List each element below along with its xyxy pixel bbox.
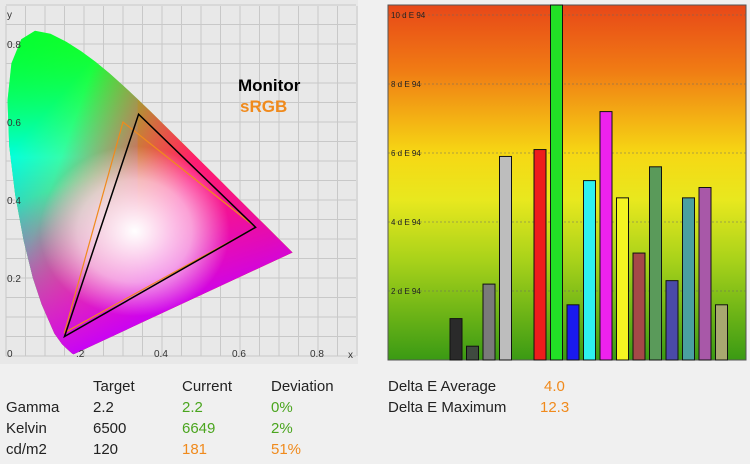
- cie-x-tick-label: .2: [76, 349, 85, 360]
- delta-e-maximum-label: Delta E Maximum: [388, 399, 507, 416]
- bar-grid: 2 d E 94 4 d E 94 6 d E 94 8 d E 94 10 d E 9…: [388, 11, 746, 296]
- luminance-target: 120: [93, 441, 119, 458]
- cie-y-tick-label: 0.8: [7, 40, 21, 51]
- delta-e-bar: [616, 197, 629, 361]
- bar-y-tick-label: 2 d E 94: [391, 287, 421, 296]
- delta-e-maximum-value: 12.3: [540, 399, 570, 416]
- cie-diagram-panel: 0.2 0.4 0.6 0.8 0.2 0.4 0.6 0.8 y x Monitor sRG…: [0, 0, 358, 364]
- monitor-triangle: [63, 112, 257, 339]
- delta-e-bar: [698, 187, 712, 361]
- calibration-table: Target Current Deviation Gamma 2.2 2.2 0…: [0, 376, 380, 464]
- delta-e-bar: [482, 283, 496, 361]
- cie-y-tick-label: 0.6: [7, 118, 21, 129]
- luminance-current: 181: [182, 441, 208, 458]
- delta-e-summary: Delta E Average 4.0 Delta E Maximum 12.3: [386, 376, 750, 426]
- delta-e-bar: [499, 155, 512, 361]
- delta-e-bar: [715, 304, 728, 361]
- bar-series: [449, 4, 728, 361]
- delta-e-bar: [665, 280, 679, 361]
- delta-e-bar: [649, 166, 662, 361]
- header-deviation: Deviation: [271, 378, 334, 395]
- cie-y-axis-label: y: [7, 10, 12, 21]
- row-label-kelvin: Kelvin: [6, 420, 47, 437]
- header-target: Target: [93, 378, 135, 395]
- cie-y-tick-label: 0.4: [7, 196, 21, 207]
- delta-e-average-label: Delta E Average: [388, 378, 497, 395]
- delta-e-bar: [533, 149, 547, 361]
- header-current: Current: [182, 378, 233, 395]
- legend-srgb: sRGB: [240, 97, 287, 116]
- delta-e-average-value: 4.0: [544, 378, 565, 395]
- kelvin-deviation: 2%: [271, 420, 293, 437]
- bar-y-tick-label: 10 d E 94: [391, 11, 426, 20]
- gamma-current: 2.2: [182, 399, 203, 416]
- srgb-triangle: [63, 120, 257, 334]
- cie-x-axis-label: x: [348, 350, 353, 361]
- cie-x-tick-label: 0.4: [154, 349, 168, 360]
- gamma-target: 2.2: [93, 399, 114, 416]
- delta-e-bar: [466, 345, 479, 361]
- row-label-gamma: Gamma: [6, 399, 60, 416]
- delta-e-bar: [583, 180, 596, 361]
- cie-x-tick-label: 0.8: [310, 349, 324, 360]
- cie-x-tick-label: 0: [7, 349, 13, 360]
- luminance-deviation: 51%: [271, 441, 302, 458]
- delta-e-chart-panel: 2 d E 94 4 d E 94 6 d E 94 8 d E 94 10 d E 9…: [386, 0, 750, 364]
- delta-e-bar: [599, 111, 613, 361]
- kelvin-current: 6649: [182, 420, 216, 437]
- delta-e-bar: [632, 252, 646, 361]
- delta-e-bar: [566, 304, 580, 361]
- row-label-luminance: cd/m2: [6, 441, 47, 458]
- bar-y-tick-label: 6 d E 94: [391, 149, 421, 158]
- gamma-deviation: 0%: [271, 399, 293, 416]
- kelvin-target: 6500: [93, 420, 127, 437]
- delta-e-bar: [682, 197, 695, 361]
- cie-x-tick-label: 0.6: [232, 349, 246, 360]
- delta-e-bar: [550, 4, 563, 361]
- delta-e-bar-chart: 2 d E 94 4 d E 94 6 d E 94 8 d E 94 10 d E 9…: [387, 4, 747, 361]
- legend-monitor: Monitor: [238, 76, 301, 95]
- bar-y-tick-label: 8 d E 94: [391, 80, 421, 89]
- cie-axis-ticks: 0.2 0.4 0.6 0.80.20.40.60.8: [7, 40, 324, 360]
- bar-y-tick-label: 4 d E 94: [391, 218, 421, 227]
- cie-diagram: 0.2 0.4 0.6 0.80.20.40.60.8 y x Monitor sRG…: [0, 0, 358, 364]
- cie-y-tick-label: 0.2: [7, 274, 21, 285]
- delta-e-bar: [449, 318, 463, 361]
